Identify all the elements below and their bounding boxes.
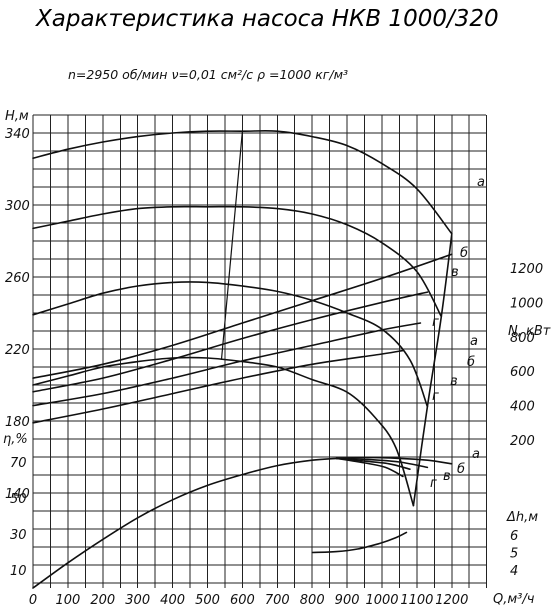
power-tick-label: 1200 [510, 262, 543, 277]
x-tick-label: 300 [125, 593, 150, 608]
head-tick-label: 180 [5, 415, 30, 430]
head-curve-label: г [432, 315, 439, 330]
efficiency-curve-label: а [472, 447, 480, 462]
power-tick-label: 1000 [510, 296, 543, 311]
head-tick-label: 340 [5, 127, 30, 142]
power-curve-а [32, 253, 453, 379]
npsh-tick-label: 4 [510, 564, 518, 579]
power-axis-label: N, кВт [508, 324, 551, 339]
head-tick-label: 260 [5, 271, 30, 286]
power-curve-г [32, 349, 404, 424]
x-tick-label: 0 [29, 593, 37, 608]
power-tick-label: 600 [510, 365, 535, 380]
tick-labels: 0 100 200 300 400 500 600 700 800 900 1000 1100 1200… [5, 127, 543, 608]
head-end-boundary [412, 233, 453, 507]
x-tick-label: 900 [335, 593, 360, 608]
efficiency-axis-label: η,% [3, 432, 28, 447]
head-tick-label: 220 [5, 343, 30, 358]
power-tick-label: 200 [510, 434, 535, 449]
npsh-axis-label: Δh,м [506, 510, 538, 525]
curves [32, 130, 453, 589]
efficiency-tick-label: 30 [10, 528, 27, 543]
power-tick-label: 800 [510, 331, 535, 346]
x-tick-label: 500 [195, 593, 220, 608]
efficiency-curve-common [32, 457, 338, 589]
efficiency-tick-label: 10 [10, 564, 27, 579]
power-curve-в [32, 322, 422, 407]
chart-parameters: n=2950 об/мин ν=0,01 см²/с ρ =1000 кг/м³ [68, 67, 348, 82]
x-tick-label: 600 [230, 593, 255, 608]
efficiency-curve-label: в [443, 469, 451, 484]
x-tick-label: 200 [90, 593, 115, 608]
flow-axis-label: Q,м³/ч [493, 592, 535, 607]
power-curve-б [32, 291, 429, 393]
x-tick-label: 400 [160, 593, 185, 608]
x-tick-label: 100 [55, 593, 80, 608]
head-curve-в [32, 281, 429, 408]
head-curve-label: б [460, 246, 468, 261]
head-curve-б [32, 205, 443, 318]
x-tick-label: 1200 [435, 593, 468, 608]
head-tick-label: 140 [5, 487, 30, 502]
npsh-curve-Δh [311, 531, 408, 554]
operating-boundary-line [220, 131, 243, 360]
head-curve-label: в [451, 265, 459, 280]
power-curve-label: г [432, 389, 439, 404]
chart-title: Характеристика насоса НКВ 1000/320 [35, 6, 499, 32]
x-tick-label: 800 [300, 593, 325, 608]
head-curve-label: а [477, 175, 485, 190]
efficiency-curve-а [335, 456, 453, 465]
efficiency-curve-label: г [430, 476, 437, 491]
efficiency-curve-б [335, 457, 429, 469]
head-tick-label: 300 [5, 199, 30, 214]
efficiency-tick-label: 50 [10, 492, 27, 507]
efficiency-tick-label: 70 [10, 456, 27, 471]
grid [32, 114, 488, 588]
head-curve-г [32, 356, 415, 507]
x-tick-label: 1100 [400, 593, 433, 608]
power-curve-label: в [450, 374, 458, 389]
npsh-tick-label: 6 [510, 529, 518, 544]
head-axis-label: H,м [5, 109, 29, 124]
x-tick-label: 700 [265, 593, 290, 608]
efficiency-curve-г [335, 457, 404, 478]
npsh-tick-label: 5 [510, 547, 518, 562]
power-curve-label: б [467, 355, 475, 370]
efficiency-curve-label: б [457, 462, 465, 477]
power-curve-label: а [470, 334, 478, 349]
x-tick-label: 1000 [365, 593, 398, 608]
power-tick-label: 400 [510, 400, 535, 415]
